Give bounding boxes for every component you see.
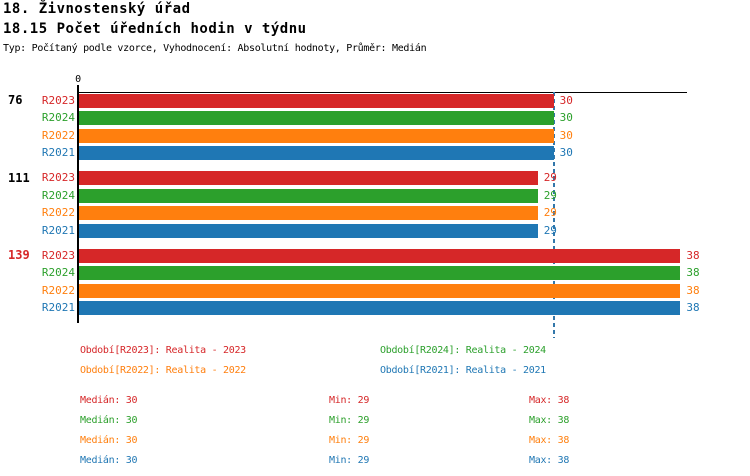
legend-item-r2023: Období[R2023]: Realita - 2023 <box>80 345 246 356</box>
bar-value-label: 38 <box>686 266 700 279</box>
bar-r2024 <box>79 111 554 125</box>
bar-value-label: 30 <box>559 146 573 159</box>
series-row-label: R2021 <box>41 301 75 314</box>
series-row-label: R2021 <box>41 146 75 159</box>
report-title: 18. Živnostenský úřad <box>3 1 191 17</box>
series-row-label: R2024 <box>41 111 75 124</box>
bar-r2021 <box>79 223 538 238</box>
median-reference-line <box>552 92 555 338</box>
stat-min-r2024: Min: 29 <box>329 415 370 426</box>
bar-r2022 <box>79 206 538 220</box>
bar-value-label: 38 <box>686 283 700 297</box>
indicator-title: 18.15 Počet úředních hodin v týdnu <box>3 21 307 37</box>
series-row-label: R2023 <box>41 171 75 184</box>
series-row-label: R2022 <box>41 206 75 219</box>
bar-r2023 <box>79 93 554 108</box>
bar-r2022 <box>79 283 681 298</box>
series-row-label: R2024 <box>41 188 75 202</box>
bar-r2024 <box>79 188 538 203</box>
indicator-meta: Typ: Počítaný podle vzorce, Vyhodnocení:… <box>3 43 427 54</box>
stat-median-r2021: Medián: 30 <box>80 455 138 466</box>
group-label: 111 <box>8 170 30 185</box>
stat-max-r2021: Max: 38 <box>529 455 570 466</box>
series-row-label: R2023 <box>41 248 75 262</box>
group-label: 76 <box>8 93 23 107</box>
bar-value-label: 30 <box>559 128 573 142</box>
stat-max-r2023: Max: 38 <box>529 395 570 406</box>
bar-r2022 <box>79 128 554 143</box>
axis-origin-label: 0 <box>75 74 81 85</box>
bar-value-label: 29 <box>543 206 557 219</box>
group-label: 139 <box>8 248 30 262</box>
legend-item-r2022: Období[R2022]: Realita - 2022 <box>80 365 246 376</box>
bar-r2024 <box>79 266 681 280</box>
bar-r2023 <box>79 248 681 263</box>
axis-baseline <box>78 92 687 93</box>
stat-median-r2023: Medián: 30 <box>80 395 138 406</box>
stat-median-r2022: Medián: 30 <box>80 435 138 446</box>
series-row-label: R2022 <box>41 128 75 142</box>
stat-min-r2021: Min: 29 <box>329 455 370 466</box>
bar-value-label: 29 <box>543 223 557 237</box>
axis-zero-line <box>77 85 79 323</box>
bar-r2023 <box>79 171 538 185</box>
stat-median-r2024: Medián: 30 <box>80 415 138 426</box>
series-row-label: R2021 <box>41 223 75 237</box>
stat-max-r2024: Max: 38 <box>529 415 570 426</box>
bar-r2021 <box>79 301 681 315</box>
bar-value-label: 38 <box>686 248 700 262</box>
stat-min-r2022: Min: 29 <box>329 435 370 446</box>
stat-min-r2023: Min: 29 <box>329 395 370 406</box>
series-row-label: R2022 <box>41 283 75 297</box>
legend-item-r2024: Období[R2024]: Realita - 2024 <box>380 345 546 356</box>
series-row-label: R2023 <box>41 93 75 107</box>
stat-max-r2022: Max: 38 <box>529 435 570 446</box>
bar-value-label: 38 <box>686 301 700 314</box>
legend-item-r2021: Období[R2021]: Realita - 2021 <box>380 365 546 376</box>
bar-value-label: 29 <box>543 188 557 202</box>
bar-value-label: 30 <box>559 93 573 107</box>
series-row-label: R2024 <box>41 266 75 279</box>
bar-r2021 <box>79 146 554 160</box>
bar-value-label: 30 <box>559 111 573 124</box>
bar-value-label: 29 <box>543 171 557 184</box>
